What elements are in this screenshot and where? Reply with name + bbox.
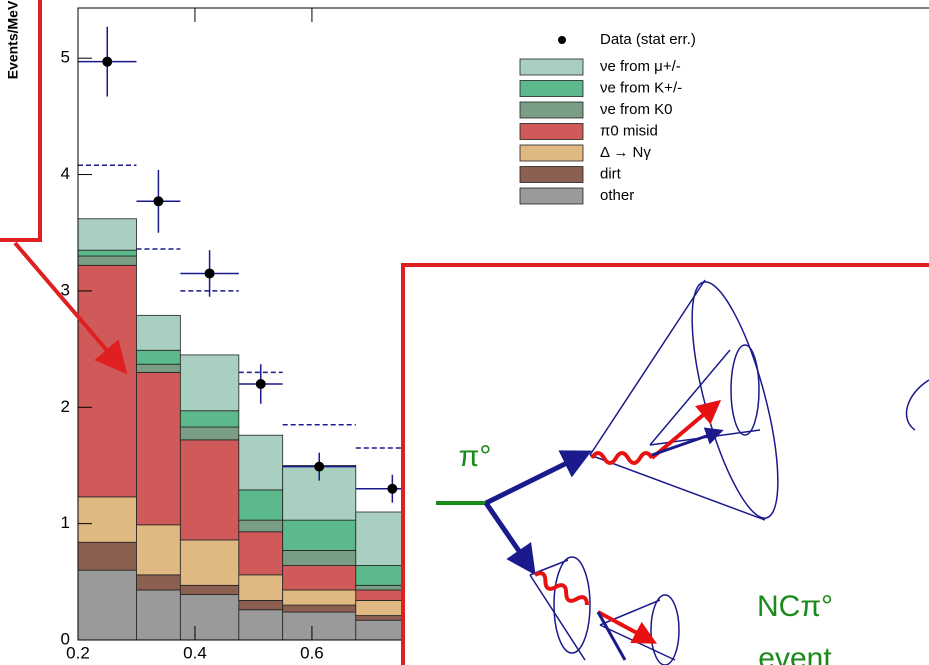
legend-label: Data (stat err.)	[600, 31, 696, 48]
data-point	[204, 268, 215, 279]
histogram-segment	[238, 609, 284, 641]
legend-swatch	[519, 58, 584, 76]
histogram-segment	[238, 531, 284, 576]
inset-label: NCπ°	[757, 590, 833, 623]
inset-diagram: π° NCπ° event	[401, 263, 929, 665]
highlight-box	[0, 0, 42, 242]
histogram-segment	[238, 600, 284, 611]
inset-label: π°	[459, 440, 492, 473]
histogram-segment	[282, 519, 357, 551]
legend-marker	[558, 36, 566, 44]
y-axis-label: Events/MeV	[5, 0, 21, 79]
histogram-segment	[77, 255, 137, 266]
histogram-segment	[77, 249, 137, 257]
histogram-segment	[179, 594, 240, 641]
histogram-segment	[238, 434, 284, 491]
legend-label: other	[600, 187, 634, 204]
histogram-segment	[282, 589, 357, 606]
legend-label: νe from K0	[600, 101, 673, 118]
histogram-segment	[136, 363, 181, 373]
data-point	[387, 483, 398, 494]
histogram-segment	[282, 565, 357, 591]
histogram-segment	[136, 314, 181, 351]
histogram-segment	[136, 524, 181, 576]
data-point	[314, 461, 325, 472]
histogram-segment	[77, 264, 137, 498]
legend-swatch	[519, 166, 584, 183]
histogram-segment	[77, 496, 137, 543]
histogram-segment	[136, 589, 181, 641]
y-tick-label: 5	[61, 48, 70, 67]
y-tick-label: 4	[61, 164, 70, 183]
highlight-arrow	[13, 241, 128, 375]
x-tick-label: 0.4	[183, 643, 207, 662]
inset-frame	[401, 263, 929, 665]
histogram-segment	[179, 410, 240, 428]
y-tick-label: 1	[61, 513, 70, 532]
legend-swatch	[519, 101, 584, 119]
electron	[650, 399, 722, 460]
histogram-segment	[282, 604, 357, 613]
y-tick-label: 0	[61, 629, 70, 648]
y-tick-label: 3	[61, 280, 70, 299]
histogram-segment	[238, 519, 284, 533]
histogram-segment	[179, 426, 240, 441]
y-tick-label: 2	[61, 397, 70, 416]
data-point	[153, 196, 164, 207]
data-point	[255, 379, 266, 389]
positron	[651, 427, 724, 457]
histogram-segment	[179, 584, 240, 596]
histogram-segment	[77, 218, 137, 251]
electron	[597, 610, 658, 644]
legend-swatch	[519, 123, 584, 140]
x-tick-label: 0.6	[300, 643, 324, 662]
inset-label: event	[758, 642, 832, 665]
histogram-segment	[77, 569, 137, 641]
photon-arrow	[484, 450, 592, 506]
histogram-segment	[179, 354, 240, 412]
histogram-segment	[77, 541, 137, 571]
photon-wave	[590, 451, 654, 465]
legend-label: π0 misid	[600, 122, 658, 139]
positron	[596, 611, 627, 661]
plot: 0 1 2 3 4 5 0.2 0.4 0.6 Data (stat err.) νe from μ…	[61, 7, 929, 662]
legend-label: νe from K+/-	[600, 79, 682, 96]
x-tick-label: 0.2	[66, 643, 90, 662]
histogram-segment	[282, 611, 357, 641]
data-point	[102, 56, 113, 67]
photon-wave	[534, 571, 589, 606]
histogram-segment	[179, 539, 240, 586]
histogram-segment	[238, 489, 284, 521]
histogram-segment	[179, 439, 240, 541]
histogram-segment	[282, 550, 357, 566]
histogram-segment	[136, 349, 181, 365]
legend-swatch	[519, 187, 584, 205]
histogram-segment	[238, 574, 284, 601]
histogram-segment	[136, 371, 181, 526]
legend-label: Δ → Nγ	[600, 144, 651, 161]
photon-arrow	[483, 501, 536, 576]
legend-swatch	[519, 144, 584, 162]
legend-label: dirt	[600, 165, 622, 182]
legend-swatch	[519, 80, 584, 97]
legend-label: νe from μ+/-	[600, 58, 681, 75]
legend: Data (stat err.) νe from μ+/- νe from K+/-…	[519, 31, 696, 205]
histogram-segment	[136, 574, 181, 591]
